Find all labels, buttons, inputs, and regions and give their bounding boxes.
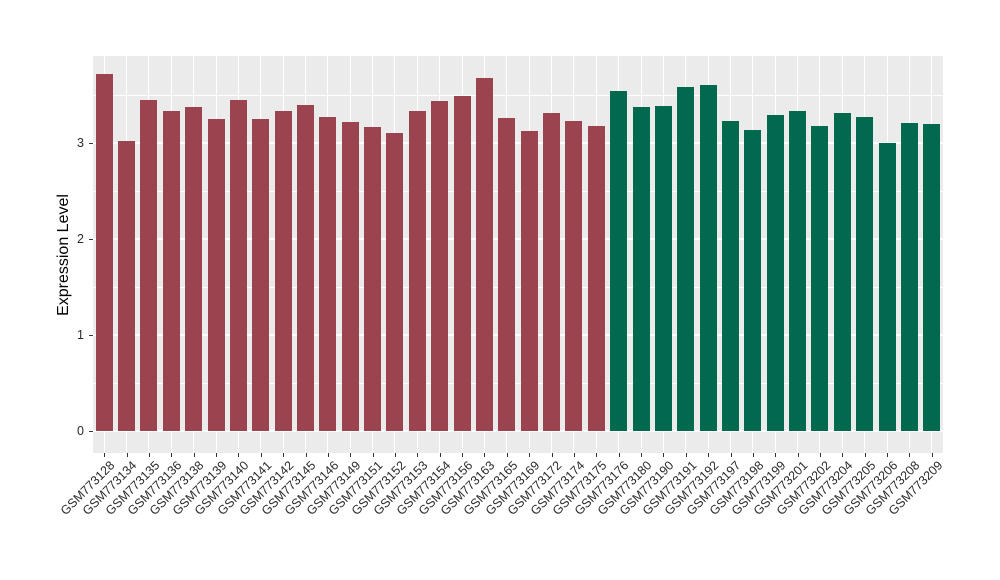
bar-GSM773163 [475,77,493,431]
bar-GSM773202 [811,125,829,431]
x-tick-mark [752,453,754,457]
bar-GSM773201 [789,111,807,431]
plot-panel [93,56,943,453]
bar-GSM773191 [677,87,695,431]
bar-GSM773209 [923,123,941,431]
x-tick-mark [305,453,307,457]
y-tick-label: 1 [77,328,84,342]
bar-GSM773174 [565,120,583,431]
x-tick-mark [148,453,150,457]
y-tick-mark [89,335,93,336]
x-tick-mark [260,453,262,457]
bar-GSM773152 [386,133,404,431]
x-tick-mark [193,453,195,457]
bar-GSM773138 [185,106,203,431]
bar-GSM773169 [520,131,538,431]
minor-gridline [93,191,943,192]
x-tick-mark [484,453,486,457]
bar-GSM773197 [722,120,739,431]
bar-GSM773142 [274,111,292,431]
x-tick-mark [372,453,374,457]
bar-GSM773135 [140,99,158,431]
bar-GSM773204 [833,113,851,431]
bar-GSM773175 [587,125,605,431]
x-tick-mark [327,453,329,457]
minor-gridline [93,287,943,288]
bar-GSM773140 [229,99,247,431]
y-tick-mark [89,143,93,144]
bar-GSM773145 [297,104,314,431]
x-tick-mark [573,453,575,457]
y-tick-label: 2 [77,232,84,246]
bar-GSM773139 [207,119,225,431]
bar-GSM773149 [341,121,359,431]
y-tick-mark [89,431,93,432]
x-tick-mark [775,453,777,457]
x-tick-mark [238,453,240,457]
x-tick-mark [529,453,531,457]
x-tick-mark [394,453,396,457]
x-tick-mark [909,453,911,457]
y-axis-title: Expression Level [55,194,72,316]
x-tick-mark [819,453,821,457]
x-tick-mark [842,453,844,457]
x-tick-mark [171,453,173,457]
bar-GSM773134 [118,141,136,431]
x-tick-mark [462,453,464,457]
x-tick-mark [663,453,665,457]
major-gridline [93,142,943,144]
bar-GSM773208 [900,122,918,431]
minor-gridline [93,95,943,96]
bar-GSM773190 [654,105,672,431]
bar-GSM773192 [699,85,717,431]
x-tick-mark [506,453,508,457]
x-tick-mark [887,453,889,457]
x-tick-mark [216,453,218,457]
x-tick-mark [126,453,128,457]
x-tick-mark [730,453,732,457]
x-tick-mark [685,453,687,457]
bar-GSM773206 [878,143,896,431]
bar-GSM773172 [543,113,561,431]
bar-GSM773165 [498,118,516,431]
y-tick-label: 0 [77,424,84,438]
x-tick-mark [931,453,933,457]
x-tick-mark [104,453,106,457]
bar-GSM773180 [632,107,650,431]
x-tick-mark [618,453,620,457]
x-tick-mark [708,453,710,457]
bar-GSM773205 [856,117,874,431]
bar-GSM773141 [252,119,270,431]
bar-GSM773199 [766,115,784,431]
x-tick-mark [283,453,285,457]
minor-gridline [93,383,943,384]
bar-GSM773154 [431,100,449,431]
bar-GSM773146 [319,117,337,431]
bar-GSM773153 [408,111,426,431]
bar-GSM773176 [610,91,628,431]
x-tick-mark [864,453,866,457]
major-gridline [93,430,943,432]
major-gridline [93,334,943,336]
bar-GSM773198 [744,129,762,431]
y-tick-label: 3 [77,136,84,150]
x-tick-mark [596,453,598,457]
major-gridline [93,238,943,240]
x-tick-mark [797,453,799,457]
bar-GSM773156 [453,95,471,431]
x-tick-mark [641,453,643,457]
x-tick-mark [551,453,553,457]
x-tick-mark [350,453,352,457]
x-tick-mark [439,453,441,457]
bar-GSM773136 [162,111,180,431]
y-tick-mark [89,239,93,240]
bar-GSM773128 [95,73,113,431]
x-tick-mark [417,453,419,457]
bar-GSM773151 [364,126,382,431]
